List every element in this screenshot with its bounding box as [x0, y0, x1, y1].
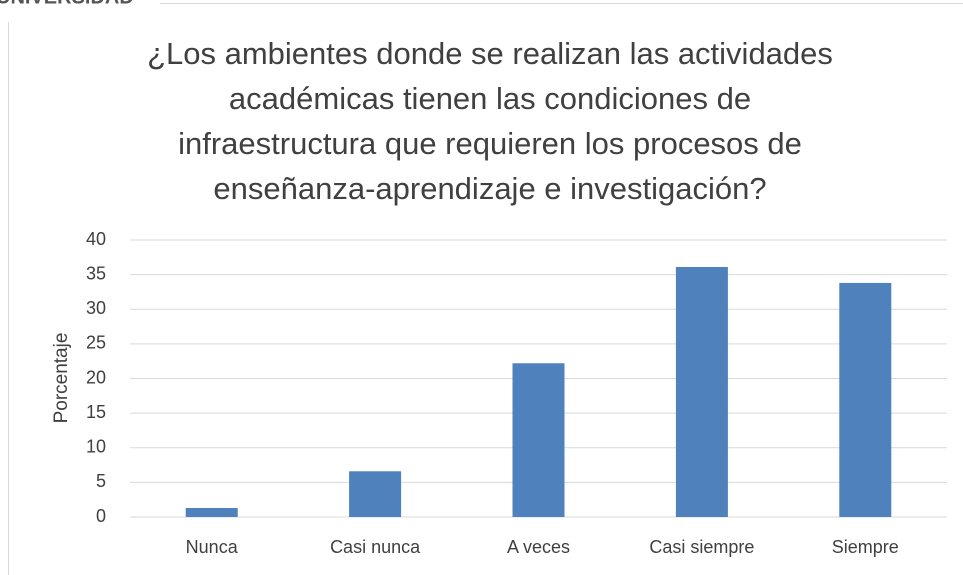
- x-tick-label: A veces: [507, 537, 570, 557]
- y-tick-label: 5: [96, 471, 106, 491]
- bar: [839, 282, 892, 517]
- chart-title: ¿Los ambientes donde se realizan las act…: [147, 36, 833, 71]
- y-tick-label: 0: [96, 506, 106, 526]
- y-tick-label: 35: [86, 263, 106, 283]
- chart-title: enseñanza-aprendizaje e investigación?: [213, 171, 766, 206]
- y-tick-label: 40: [86, 229, 106, 249]
- y-tick-label: 15: [86, 402, 106, 422]
- x-tick-label: Siempre: [832, 537, 899, 557]
- x-tick-label: Casi nunca: [330, 537, 421, 557]
- x-tick-label: Nunca: [186, 537, 239, 557]
- bar: [512, 363, 565, 517]
- y-tick-label: 30: [86, 298, 106, 318]
- bar: [349, 471, 402, 517]
- bar: [675, 267, 728, 517]
- x-tick-label: Casi siempre: [649, 537, 754, 557]
- y-tick-label: 25: [86, 333, 106, 353]
- chart-title: infraestructura que requieren los proces…: [178, 126, 802, 161]
- y-axis-label: Porcentaje: [51, 333, 72, 424]
- chart-title: académicas tienen las condiciones de: [229, 81, 751, 116]
- bar: [185, 507, 238, 517]
- y-tick-label: 10: [86, 437, 106, 457]
- y-tick-label: 20: [86, 367, 106, 387]
- header-text: UNIVERSIDAD: [0, 0, 134, 8]
